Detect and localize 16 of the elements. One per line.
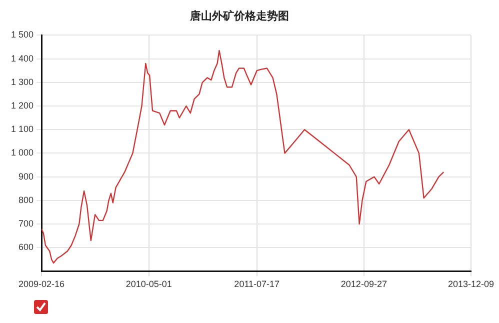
y-tick-label: 1 100 <box>10 124 34 134</box>
chart-title: 唐山外矿价格走势图 <box>189 9 289 22</box>
y-tick-label: 1 400 <box>10 53 34 64</box>
y-tick-label: 1 500 <box>10 30 34 40</box>
y-tick-label: 1 300 <box>10 76 34 87</box>
y-tick-label: 800 <box>18 194 34 205</box>
y-tick-label: 1 200 <box>10 100 34 110</box>
x-tick-label: 2010-05-01 <box>126 279 172 290</box>
y-tick-label: 700 <box>18 218 34 228</box>
y-tick-label: 1 000 <box>10 148 34 158</box>
y-tick-label: 600 <box>18 242 34 252</box>
x-tick-label: 2013-12-09 <box>448 279 494 290</box>
x-tick-label: 2009-02-16 <box>18 279 65 290</box>
x-tick-label: 2011-07-17 <box>234 279 280 290</box>
y-tick-label: 900 <box>18 171 34 182</box>
x-tick-label: 2012-09-27 <box>340 279 387 290</box>
